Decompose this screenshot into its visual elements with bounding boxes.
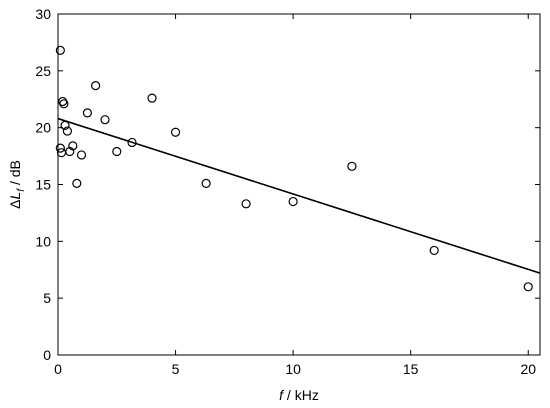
data-point	[288, 196, 298, 207]
x-tick-label: 5	[172, 361, 180, 377]
y-tick-label: 20	[35, 120, 51, 136]
data-point	[56, 148, 67, 158]
data-point	[55, 45, 65, 55]
data-point	[72, 178, 82, 188]
data-point	[170, 127, 181, 137]
x-tick-label: 15	[403, 361, 419, 377]
x-tick-label: 10	[285, 361, 301, 377]
data-point	[68, 141, 78, 151]
y-tick-label: 25	[35, 63, 51, 79]
x-tick-label: 20	[520, 361, 536, 377]
data-point	[91, 81, 101, 91]
data-point	[147, 93, 157, 103]
plot-frame	[57, 13, 541, 356]
data-point	[59, 99, 69, 109]
y-tick-label: 5	[43, 290, 51, 306]
data-point	[429, 245, 439, 256]
data-point	[241, 199, 251, 209]
fit-line	[57, 117, 541, 274]
data-point	[76, 150, 87, 160]
y-tick-label: 30	[35, 6, 51, 22]
data-point	[55, 143, 65, 153]
x-axis-title: f / kHz	[279, 387, 319, 403]
y-tick-label: 0	[43, 347, 51, 363]
y-tick-label: 10	[35, 233, 51, 249]
x-tick-label: 0	[54, 361, 62, 377]
data-point	[347, 161, 357, 171]
data-point	[523, 282, 533, 292]
data-point	[201, 178, 211, 188]
y-tick-label: 15	[35, 177, 51, 193]
data-point	[112, 146, 122, 157]
data-point	[127, 137, 137, 148]
data-point	[62, 126, 73, 136]
y-axis-title: ΔLf / dB	[7, 160, 27, 209]
data-point	[100, 115, 110, 125]
data-point	[65, 146, 75, 157]
data-point	[60, 120, 70, 130]
data-point	[82, 108, 92, 118]
